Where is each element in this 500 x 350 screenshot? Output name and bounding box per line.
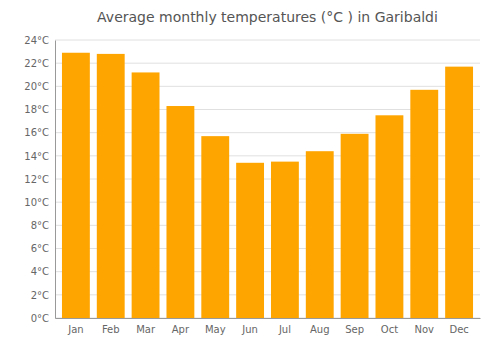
chart: 0°C 2°C 4°C 6°C 8°C 10°C 12°C 14°C 16°C 18°C 20°C 2… bbox=[0, 0, 500, 350]
bar bbox=[271, 162, 299, 318]
tick-label: 20°C bbox=[24, 81, 49, 92]
bar bbox=[410, 90, 438, 318]
tick-label: 12°C bbox=[24, 174, 49, 185]
tick-label: 2°C bbox=[31, 290, 49, 301]
bar bbox=[236, 163, 264, 318]
axis-line bbox=[55, 41, 56, 319]
tick-label: Aug bbox=[310, 324, 330, 335]
tick: Jun bbox=[241, 324, 258, 335]
bar bbox=[341, 134, 369, 318]
tick: 16°C bbox=[24, 127, 55, 138]
tick: Mar bbox=[136, 324, 156, 335]
tick: 8°C bbox=[31, 220, 55, 231]
chart-container: 0°C 2°C 4°C 6°C 8°C 10°C 12°C 14°C 16°C 18°C 20°C 2… bbox=[0, 0, 500, 350]
bar bbox=[132, 72, 160, 318]
tick-label: Dec bbox=[449, 324, 468, 335]
title: Average monthly temperatures (°C ) in Ga… bbox=[97, 9, 438, 25]
bar bbox=[445, 67, 473, 318]
plot-area bbox=[62, 53, 473, 318]
bar bbox=[375, 115, 403, 318]
tick-label: 22°C bbox=[24, 58, 49, 69]
tick: 0°C bbox=[31, 313, 55, 324]
bar bbox=[201, 136, 229, 318]
tick: 10°C bbox=[24, 197, 55, 208]
tick-label: Sep bbox=[345, 324, 364, 335]
tick: Nov bbox=[414, 324, 434, 335]
tick-label: Jun bbox=[241, 324, 258, 335]
tick: Feb bbox=[102, 324, 120, 335]
tick: 4°C bbox=[31, 266, 55, 277]
tick: 6°C bbox=[31, 243, 55, 254]
tick: Dec bbox=[449, 324, 468, 335]
tick-label: 6°C bbox=[31, 243, 49, 254]
tick: 20°C bbox=[24, 81, 55, 92]
tick: 12°C bbox=[24, 174, 55, 185]
tick-label: 4°C bbox=[31, 266, 49, 277]
grid bbox=[55, 40, 480, 318]
tick-label: 18°C bbox=[24, 104, 49, 115]
tick: Apr bbox=[172, 324, 190, 335]
tick-label: 16°C bbox=[24, 127, 49, 138]
tick-label: 24°C bbox=[24, 35, 49, 46]
y-axis: 0°C 2°C 4°C 6°C 8°C 10°C 12°C 14°C 16°C 18°C 20°C 2… bbox=[24, 35, 55, 324]
tick-label: May bbox=[205, 324, 226, 335]
tick: 14°C bbox=[24, 151, 55, 162]
tick-label: Mar bbox=[136, 324, 156, 335]
tick: 22°C bbox=[24, 58, 55, 69]
bar bbox=[166, 106, 194, 318]
tick-label: Feb bbox=[102, 324, 120, 335]
tick: 18°C bbox=[24, 104, 55, 115]
tick-label: 10°C bbox=[24, 197, 49, 208]
tick-label: Oct bbox=[381, 324, 398, 335]
tick-label: 0°C bbox=[31, 313, 49, 324]
tick-label: 8°C bbox=[31, 220, 49, 231]
tick: Jan bbox=[67, 324, 83, 335]
tick: Oct bbox=[381, 324, 398, 335]
tick-label: Jul bbox=[278, 324, 291, 335]
axis-line bbox=[56, 318, 481, 319]
bar bbox=[97, 54, 125, 318]
grid-line bbox=[55, 40, 480, 41]
tick: Aug bbox=[310, 324, 330, 335]
tick: Jul bbox=[278, 324, 291, 335]
tick-label: 14°C bbox=[24, 151, 49, 162]
tick-label: Nov bbox=[414, 324, 434, 335]
tick: 2°C bbox=[31, 290, 55, 301]
tick-label: Jan bbox=[67, 324, 83, 335]
tick: 24°C bbox=[24, 35, 55, 46]
bar bbox=[62, 53, 90, 318]
tick: May bbox=[205, 324, 226, 335]
tick-label: Apr bbox=[172, 324, 190, 335]
x-axis: Jan Feb Mar Apr May Jun Jul Aug Sep Oct Nov Dec bbox=[56, 319, 481, 336]
bar bbox=[306, 151, 334, 318]
tick: Sep bbox=[345, 324, 364, 335]
